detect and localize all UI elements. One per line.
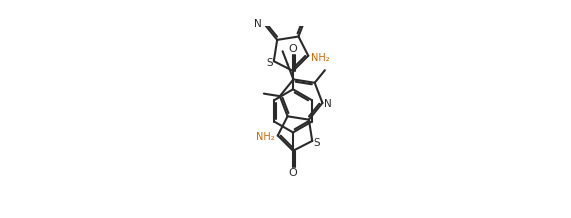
Text: S: S bbox=[267, 58, 273, 68]
Text: O: O bbox=[289, 44, 297, 54]
Text: N: N bbox=[255, 19, 262, 29]
Text: NH₂: NH₂ bbox=[256, 132, 275, 142]
Text: NH₂: NH₂ bbox=[311, 53, 329, 63]
Text: N: N bbox=[324, 99, 332, 109]
Text: S: S bbox=[313, 138, 320, 148]
Text: O: O bbox=[289, 168, 297, 178]
